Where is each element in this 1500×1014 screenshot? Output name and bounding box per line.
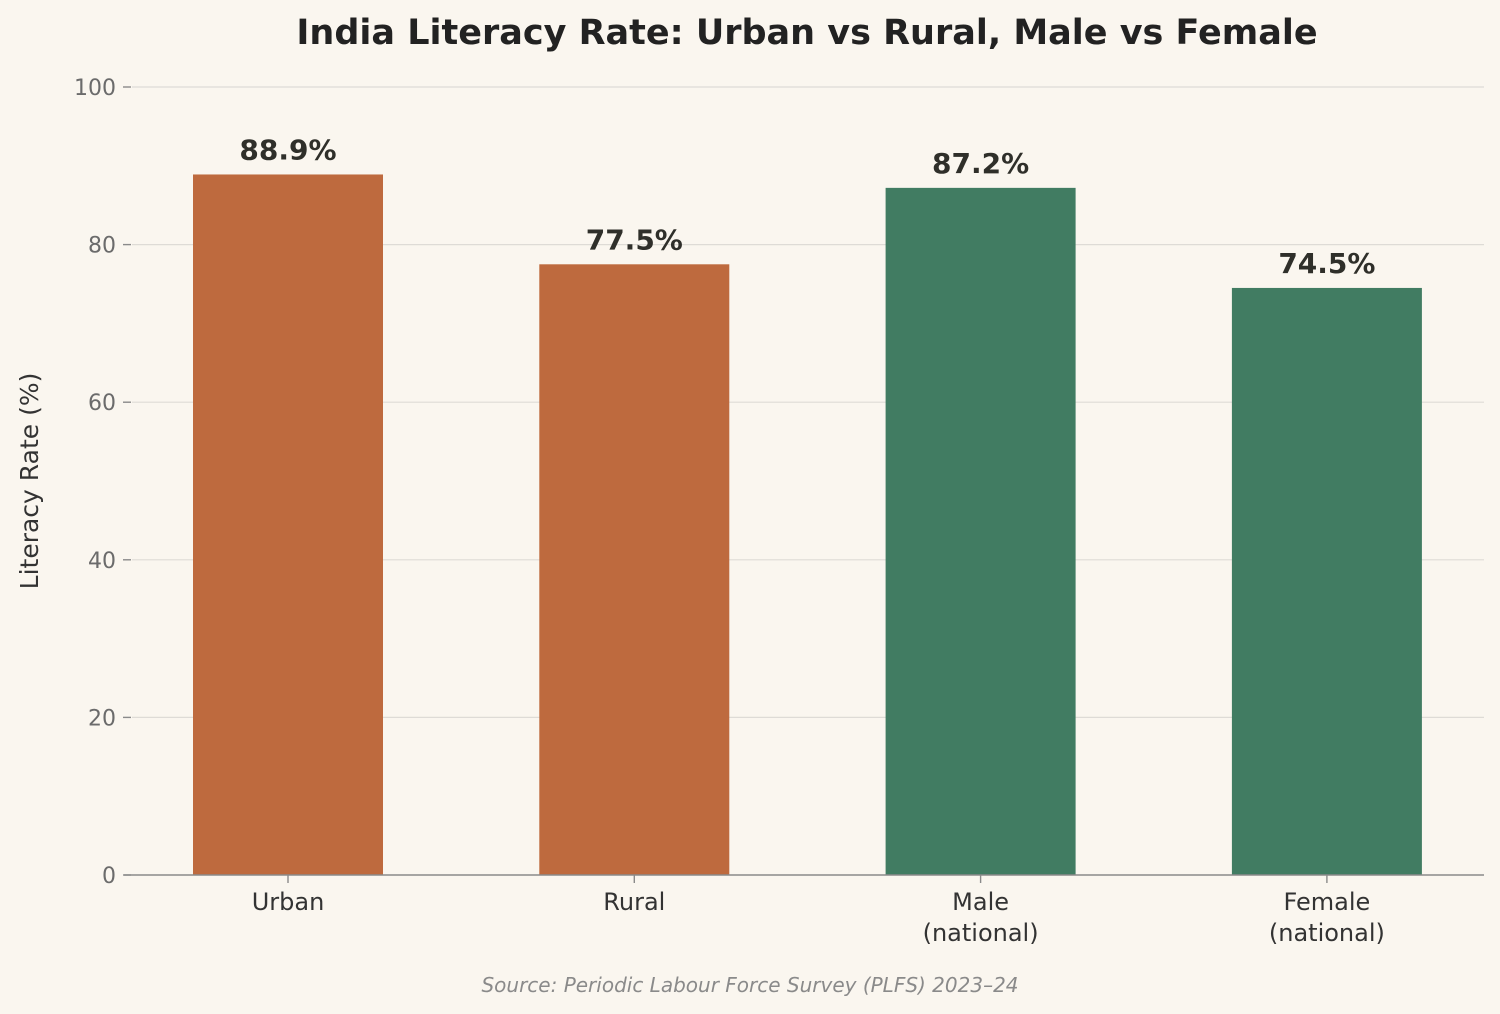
x-tick-label: (national) [1269,919,1385,947]
x-tick-label: Female [1284,888,1371,916]
y-tick-label: 60 [88,391,116,416]
bar [1231,287,1422,875]
y-tick-label: 0 [102,864,116,889]
x-tick-label: Urban [252,888,325,916]
bar-value-label: 77.5% [586,223,683,256]
source-note: Source: Periodic Labour Force Survey (PL… [481,973,1018,997]
y-tick-label: 40 [88,549,116,574]
x-tick-label: (national) [923,919,1039,947]
y-tick-label: 20 [88,706,116,731]
x-axis-ticks: Urban Rural Male (national) Female (national) [252,875,1385,947]
chart-title: India Literacy Rate: Urban vs Rural, Mal… [296,13,1317,53]
y-axis-label: Literacy Rate (%) [15,373,44,590]
value-labels: 88.9% 77.5% 87.2% 74.5% [239,133,1375,279]
bar [539,264,730,875]
x-tick-label: Male [952,888,1009,916]
bar-value-label: 74.5% [1278,247,1375,280]
y-tick-label: 100 [74,76,116,101]
bar [885,187,1076,875]
y-axis-ticks: 0 20 40 60 80 100 [74,76,131,889]
bar [193,174,383,875]
x-tick-label: Rural [603,888,665,916]
bar-value-label: 88.9% [239,133,336,166]
y-tick-label: 80 [88,234,116,259]
bar-value-label: 87.2% [932,147,1029,180]
bars [193,174,1422,875]
